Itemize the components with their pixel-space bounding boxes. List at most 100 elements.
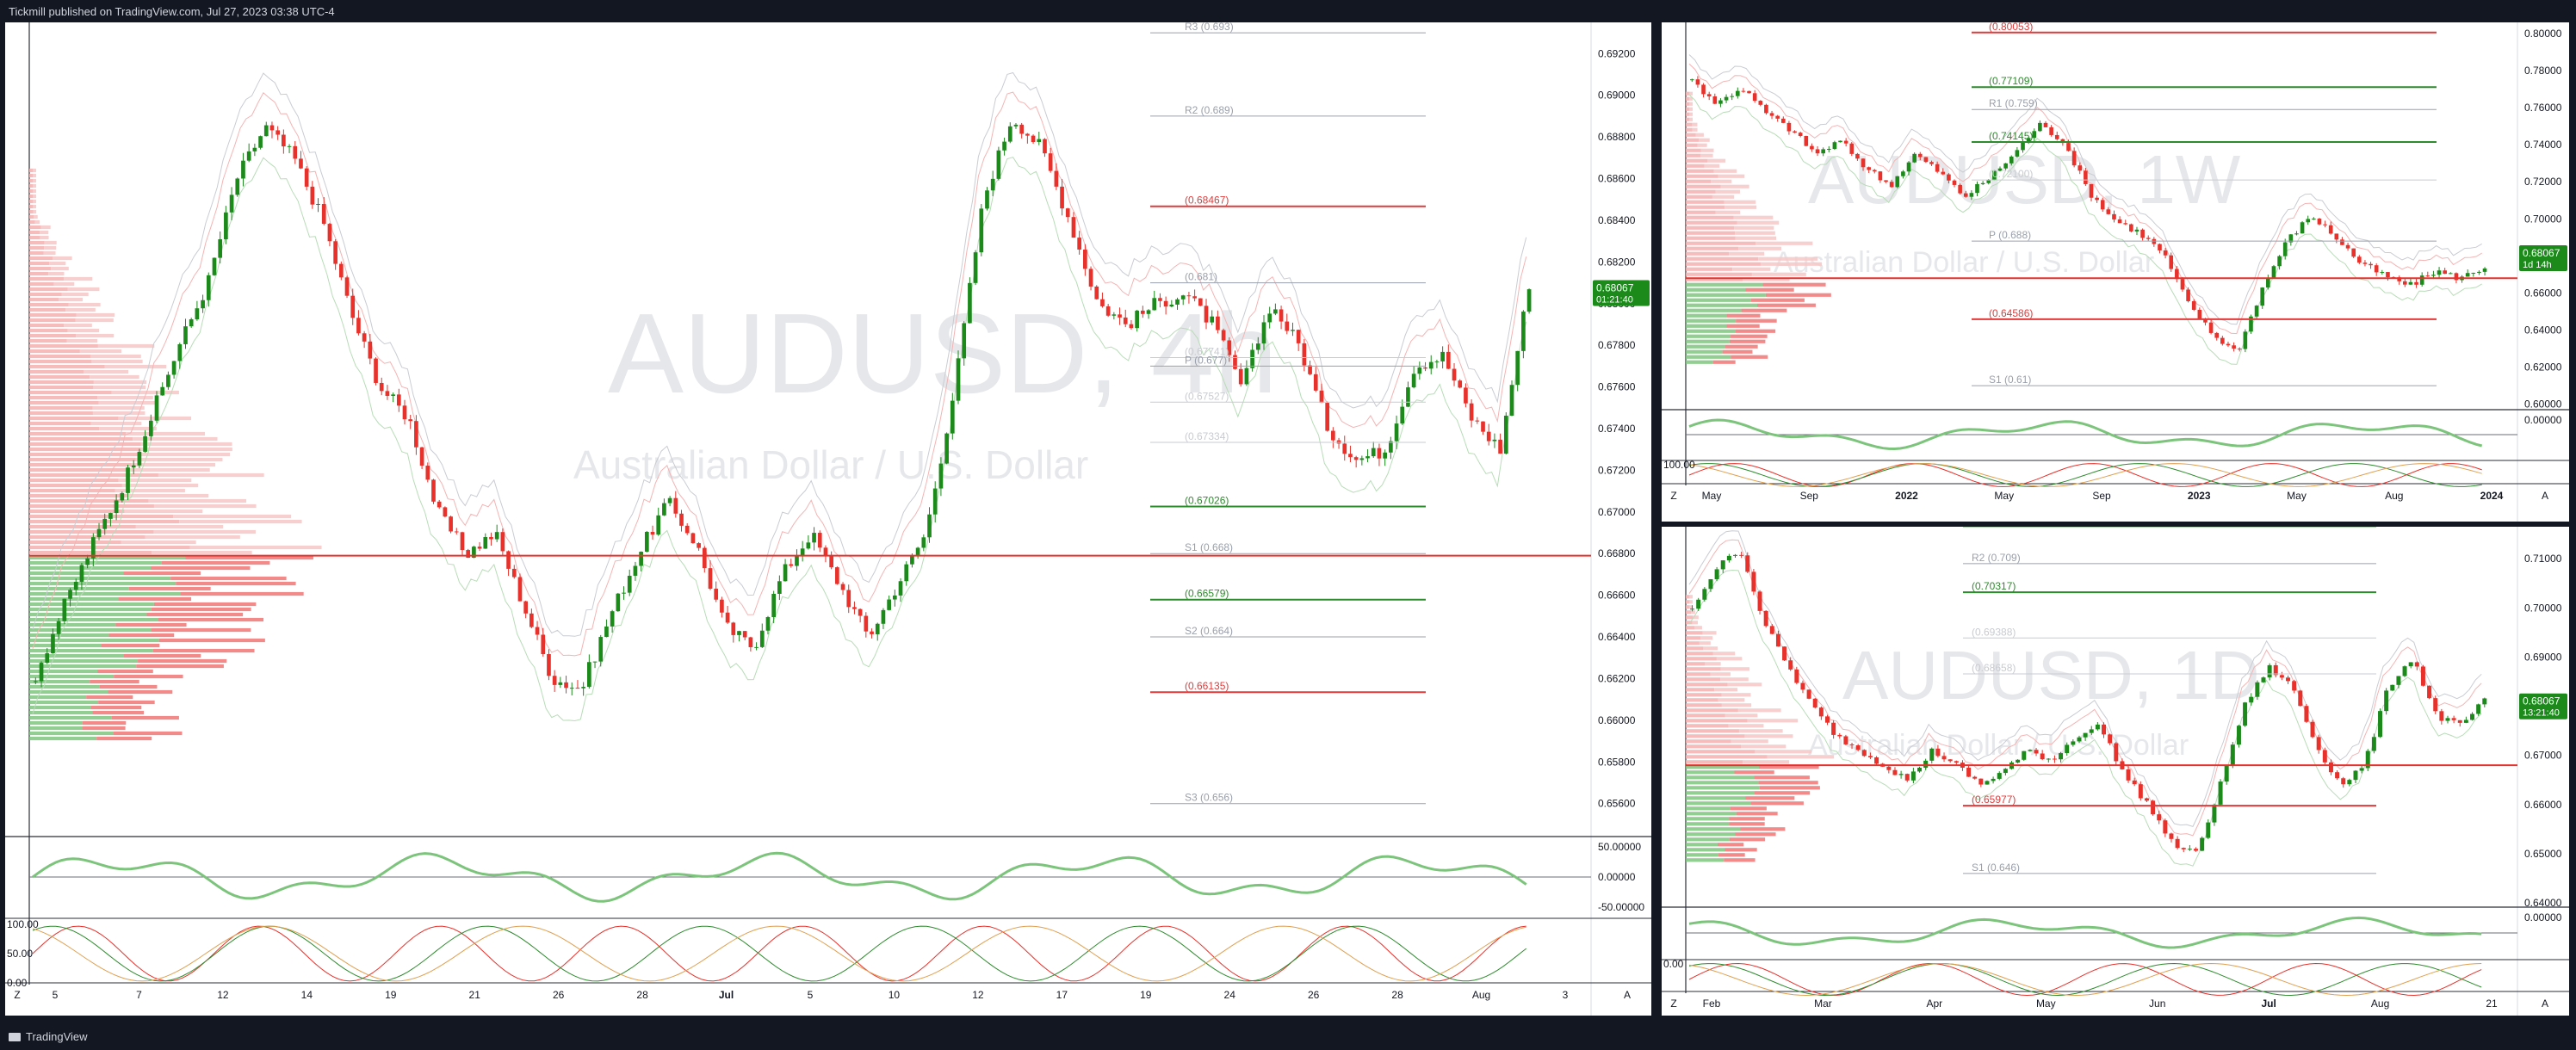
last-price-value: 0.68067 [2523,695,2561,707]
osc-tick-label: 50.00000 [1598,841,1641,853]
volume-profile-up-bar [29,292,62,297]
chart-1w-panel[interactable]: AUDUSD, 1W Australian Dollar / U.S. Dolla… [1662,22,2569,522]
time-tick-label: May [1702,490,1722,502]
volume-profile-up-bar [1686,96,1690,101]
osc-tick-label: -50.00000 [1598,901,1644,913]
volume-profile-up-bar [29,509,125,514]
candle [2448,273,2453,275]
volume-profile-down-bar [121,483,199,488]
volume-profile-down-bar [1745,287,1794,292]
candle [2089,183,2094,198]
volume-profile-up-bar [1686,205,1725,209]
candle [2317,219,2322,225]
volume-profile-up-bar [1686,760,1743,764]
time-tick-label: May [2287,490,2307,502]
volume-profile-down-bar [189,545,322,550]
candle [51,633,55,654]
candle [771,593,777,618]
candle [2054,134,2059,139]
candle [1221,330,1226,341]
candle [1417,367,1422,374]
candle [1763,610,1768,627]
volume-profile-up-bar [29,550,152,555]
candle [2402,281,2407,285]
volume-profile-down-bar [1737,708,1781,713]
volume-profile-down-bar [1732,267,1771,271]
candle [1515,350,1520,386]
candle [2357,256,2362,263]
candle [1935,164,1940,172]
candle [1037,139,1042,143]
candle [2380,272,2385,274]
candle [171,361,176,375]
volume-profile-up-bar [1686,688,1715,692]
candle [1690,608,1695,610]
candle [2095,197,2099,201]
volume-profile-down-bar [151,627,251,633]
volume-profile-down-bar [43,250,56,256]
candle [2040,753,2045,760]
volume-profile-up-bar [1686,334,1731,338]
volume-profile-down-bar [108,689,173,695]
chart-4h-panel[interactable]: AUDUSD, 4h Australian Dollar / U.S. Dolla… [5,22,1651,1016]
candle [1296,330,1301,343]
candle [2043,122,2048,127]
volume-profile-up-bar [29,209,34,214]
volume-profile-down-bar [97,395,153,400]
candle [1997,773,2002,779]
volume-profile-up-bar [1686,832,1736,837]
candle [1917,153,1923,158]
volume-profile-down-bar [101,643,160,648]
candle [73,581,78,590]
candle [1446,351,1451,369]
volume-profile-up-bar [29,622,116,627]
candle [1025,133,1030,136]
volume-profile-up-bar [29,534,146,540]
volume-profile-down-bar [65,307,96,312]
candle [725,612,730,623]
candle [2106,209,2111,214]
volume-profile-up-bar [1686,313,1727,318]
volume-profile-down-bar [128,467,210,472]
volume-profile-down-bar [1720,667,1750,671]
candle [431,479,436,502]
volume-profile-down-bar [75,318,114,323]
candle [391,394,395,396]
osc-tick-label: 0.00000 [2524,911,2562,923]
volume-profile-up-bar [29,204,34,209]
candle [1929,748,1935,761]
time-tick-label: 19 [1140,989,1152,1001]
volume-profile-down-bar [1692,621,1698,625]
candle [2065,744,2070,754]
time-tick-label: 28 [1391,989,1403,1001]
chart-1d-panel[interactable]: AUDUSD, 1D Australian Dollar / U.S. Dolla… [1662,527,2569,1016]
volume-profile-down-bar [1743,760,1790,764]
candle [246,151,251,161]
candle [477,547,482,549]
candle [812,533,816,543]
candle [1947,759,1953,762]
osc-tick-label: 0.00000 [1598,871,1636,883]
price-tick-label: 0.68800 [1598,131,1636,143]
candle [858,608,863,616]
candle [2298,690,2303,707]
candle [511,568,517,578]
candle [2371,737,2376,751]
candle [1991,778,1996,781]
volume-profile-down-bar [1729,339,1766,343]
volume-profile-down-bar [1721,693,1751,697]
candle [662,503,666,516]
volume-profile-down-bar [1716,657,1743,661]
candle [731,622,736,635]
candle [321,203,326,225]
symbol-watermark: AUDUSD, 4h [608,290,1278,417]
volume-profile-down-bar [1712,195,1735,199]
candle [2351,248,2356,257]
candle [1745,555,1750,572]
volume-profile-up-bar [29,385,94,390]
volume-profile-down-bar [1725,205,1757,209]
candle [1947,174,1951,181]
volume-profile-down-bar [1755,750,1812,754]
zoom-icon: Z [1670,998,1676,1010]
candle [1371,448,1376,457]
